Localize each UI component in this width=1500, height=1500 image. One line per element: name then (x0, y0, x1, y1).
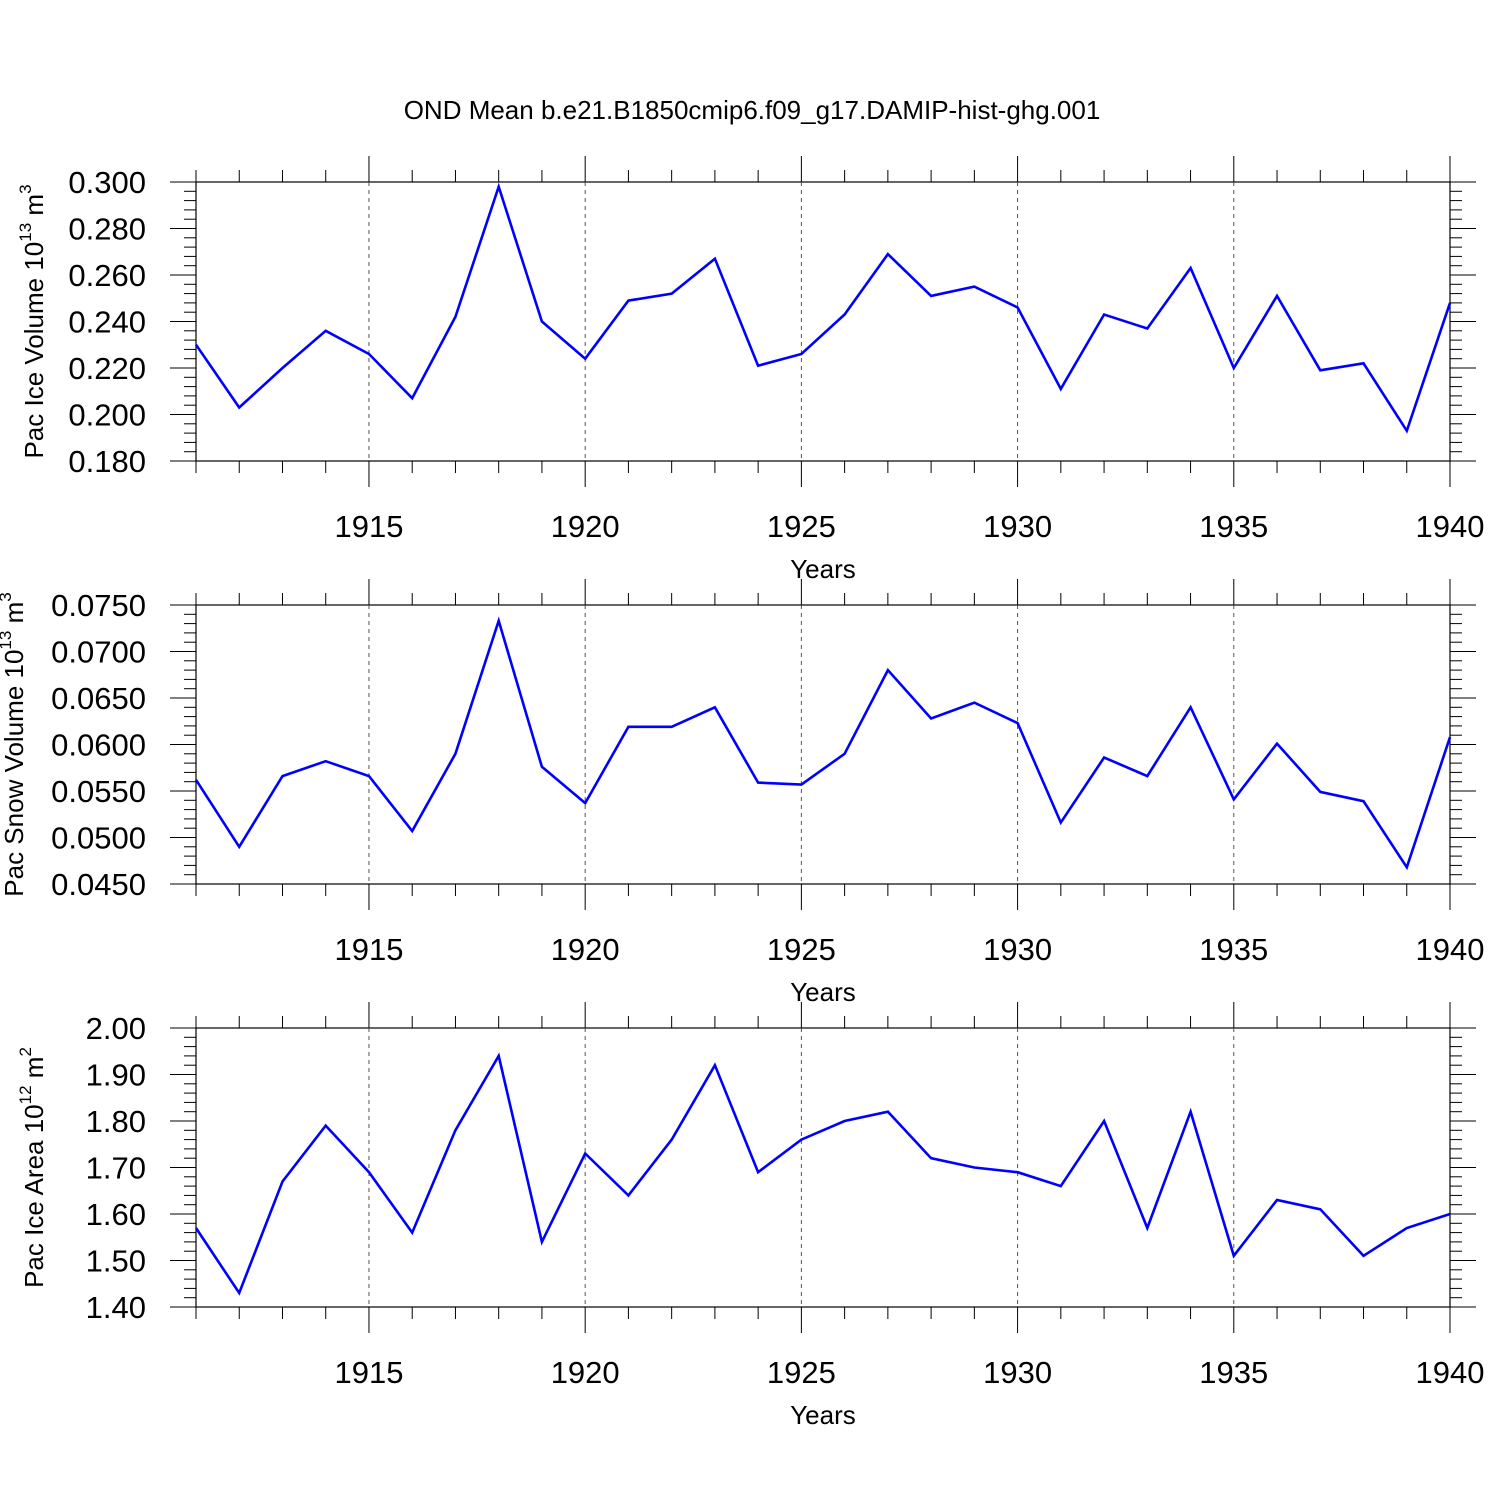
x-axis-label: Years (790, 977, 856, 1007)
y-tick-label: 0.260 (68, 258, 146, 293)
y-tick-label: 0.280 (68, 212, 146, 247)
y-tick-label: 1.80 (86, 1104, 146, 1139)
x-axis-label: Years (790, 554, 856, 584)
series-line (194, 1052, 1451, 1296)
x-tick-label: 1925 (767, 932, 836, 967)
x-tick-label: 1930 (983, 1355, 1052, 1390)
x-tick-label: 1920 (551, 1355, 620, 1390)
y-tick-label: 0.240 (68, 305, 146, 340)
y-tick-label: 0.0550 (51, 774, 146, 809)
x-tick-label: 1915 (334, 509, 403, 544)
chart-title: OND Mean b.e21.B1850cmip6.f09_g17.DAMIP-… (404, 95, 1101, 125)
y-tick-label: 2.00 (86, 1011, 146, 1046)
x-tick-label: 1915 (334, 1355, 403, 1390)
panel-2: 0.0450 0.0500 0.0550 0.0600 0.0650 0.0700 0.07… (0, 579, 1484, 1007)
y-tick-label: 0.0600 (51, 728, 146, 763)
y-tick-label: 1.60 (86, 1197, 146, 1232)
x-tick-label: 1925 (767, 1355, 836, 1390)
series-line (194, 182, 1452, 434)
x-tick-label: 1935 (1199, 1355, 1268, 1390)
y-tick-label: 1.50 (86, 1244, 146, 1279)
x-tick-label: 1940 (1416, 932, 1485, 967)
y-tick-label: 0.0700 (51, 635, 146, 670)
y-tick-label: 0.200 (68, 398, 146, 433)
y-tick-label: 0.0750 (51, 588, 146, 623)
series-line (194, 616, 1452, 871)
y-tick-label: 1.90 (86, 1058, 146, 1093)
x-tick-label: 1930 (983, 509, 1052, 544)
y-tick-label: 0.180 (68, 444, 146, 479)
x-tick-label: 1920 (551, 932, 620, 967)
plot-frame (195, 1027, 1451, 1308)
y-axis-label: Pac Ice Area 1012 m2 (16, 1047, 49, 1288)
x-tick-label: 1925 (767, 509, 836, 544)
x-tick-label: 1930 (983, 932, 1052, 967)
y-tick-label: 0.0450 (51, 867, 146, 902)
x-tick-label: 1915 (334, 932, 403, 967)
y-axis-label: Pac Snow Volume 1013 m3 (0, 592, 29, 896)
x-tick-label: 1935 (1199, 509, 1268, 544)
x-tick-label: 1940 (1416, 1355, 1485, 1390)
y-tick-label: 1.70 (86, 1151, 146, 1186)
plot-frame (195, 604, 1451, 885)
y-tick-label: 0.0500 (51, 821, 146, 856)
x-axis-label: Years (790, 1400, 856, 1430)
x-tick-label: 1940 (1416, 509, 1485, 544)
y-tick-label: 0.220 (68, 351, 146, 386)
panel-1: 0.180 0.200 0.220 0.240 0.260 0.280 0.300 1915 1… (16, 156, 1484, 584)
panel-3: 1.40 1.50 1.60 1.70 1.80 1.90 2.00 1915 1920 1925… (16, 1002, 1484, 1430)
y-tick-label: 0.300 (68, 165, 146, 200)
x-tick-label: 1920 (551, 509, 620, 544)
x-tick-label: 1935 (1199, 932, 1268, 967)
y-tick-label: 1.40 (86, 1290, 146, 1325)
y-axis-label: Pac Ice Volume 1013 m3 (16, 184, 49, 458)
y-tick-label: 0.0650 (51, 681, 146, 716)
